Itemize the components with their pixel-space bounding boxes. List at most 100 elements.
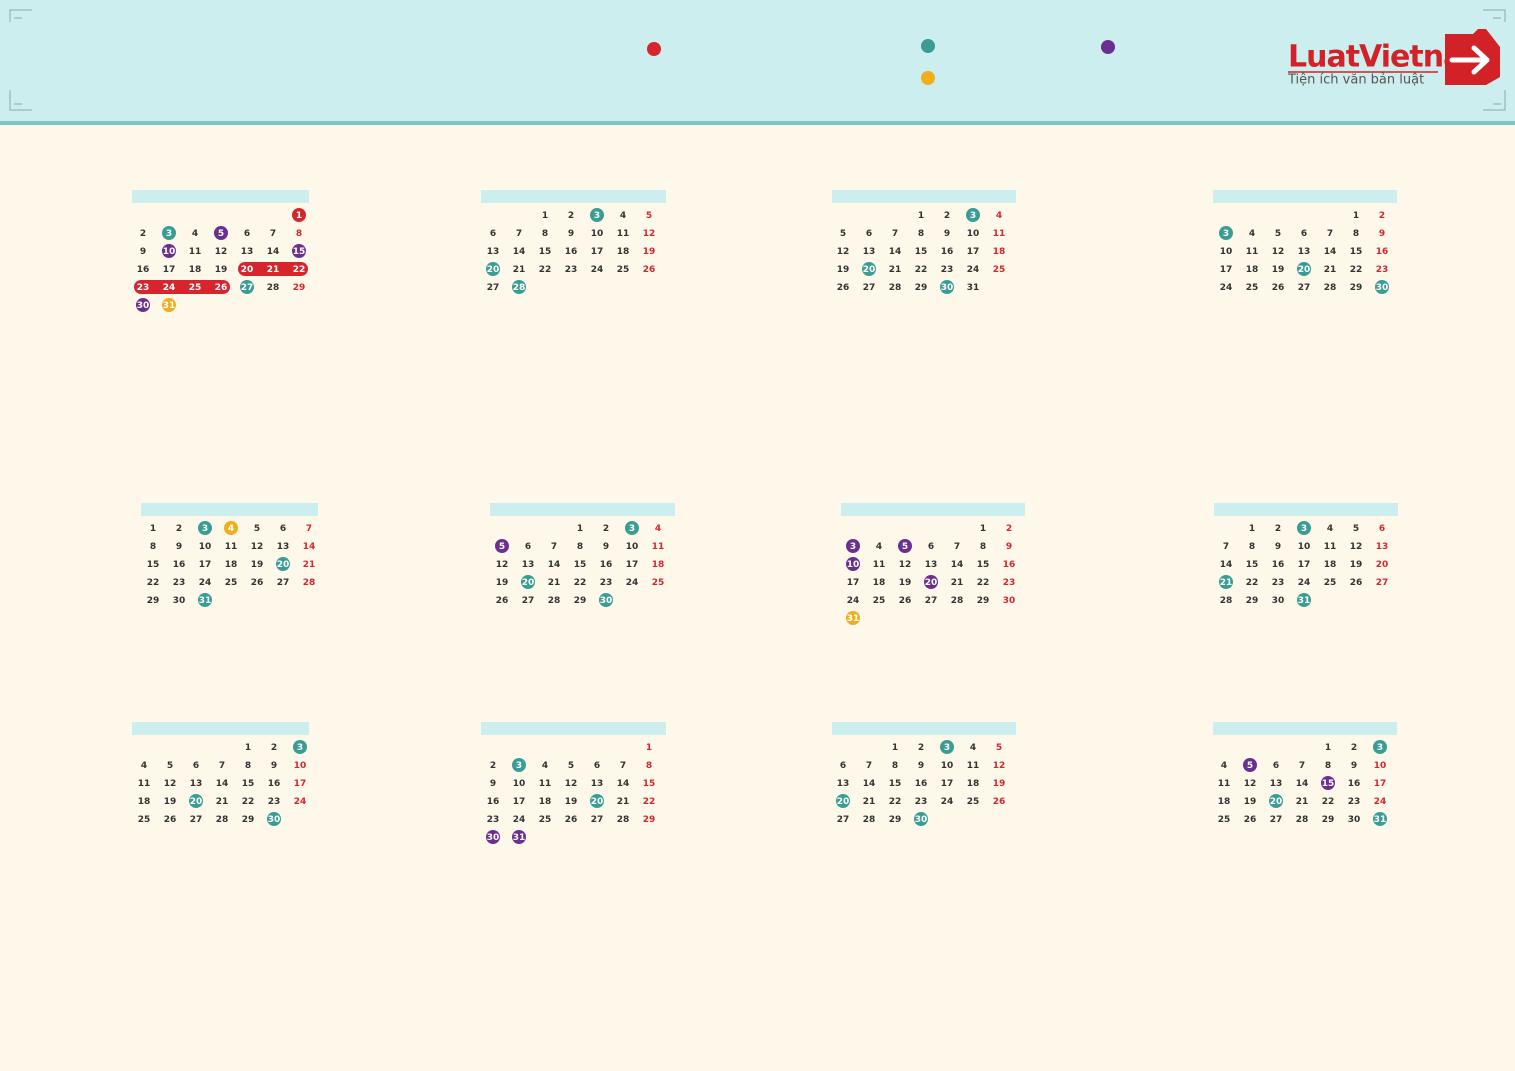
day-number: 18 [189, 265, 202, 275]
day-number: 14 [1220, 560, 1233, 570]
day-number: 6 [244, 229, 250, 239]
day-number: 31 [967, 283, 980, 293]
day-number: 13 [277, 542, 290, 552]
day-number: 11 [539, 779, 552, 789]
day-number: 10 [513, 779, 526, 789]
day-number: 9 [944, 229, 950, 239]
day-number: 29 [574, 596, 587, 606]
day-number: 6 [1379, 524, 1385, 534]
day-number: 20 [591, 797, 604, 807]
day-number: 19 [1350, 560, 1363, 570]
day-number: 11 [138, 779, 151, 789]
day-number: 4 [1249, 229, 1255, 239]
day-number: 16 [941, 247, 954, 257]
day-number: 13 [837, 779, 850, 789]
day-number: 8 [980, 542, 986, 552]
day-marker [966, 208, 980, 222]
day-marker [293, 740, 307, 754]
day-number: 1 [1353, 211, 1359, 221]
day-number: 26 [496, 596, 509, 606]
day-number: 22 [915, 265, 928, 275]
month-header-bar [132, 190, 309, 203]
day-marker [486, 262, 500, 276]
day-number: 1 [577, 524, 583, 534]
day-number: 19 [993, 779, 1006, 789]
day-number: 13 [522, 560, 535, 570]
day-number: 6 [193, 761, 199, 771]
legend-dot [647, 42, 661, 56]
day-number: 29 [643, 815, 656, 825]
day-number: 10 [1374, 761, 1387, 771]
day-marker [1219, 226, 1233, 240]
day-number: 1 [296, 211, 302, 221]
day-number: 12 [993, 761, 1006, 771]
day-number: 18 [617, 247, 630, 257]
day-number: 31 [847, 614, 860, 624]
day-number: 20 [487, 265, 500, 275]
day-number: 18 [539, 797, 552, 807]
day-number: 6 [1273, 761, 1279, 771]
day-number: 22 [147, 578, 160, 588]
day-number: 19 [215, 265, 228, 275]
day-number: 19 [899, 578, 912, 588]
logo-icon [1445, 29, 1500, 85]
logo-tagline: Tiện ích văn bản luật [1287, 73, 1424, 88]
day-number: 1 [646, 743, 652, 753]
day-number: 26 [215, 283, 228, 293]
day-number: 19 [164, 797, 177, 807]
day-number: 3 [1223, 229, 1229, 239]
day-number: 23 [1003, 578, 1016, 588]
day-number: 9 [603, 542, 609, 552]
month-header-bar [141, 503, 318, 516]
day-marker [1243, 758, 1257, 772]
day-number: 23 [941, 265, 954, 275]
day-number: 14 [951, 560, 964, 570]
month-header-bar [832, 190, 1016, 203]
day-number: 12 [251, 542, 264, 552]
day-number: 24 [1298, 578, 1311, 588]
day-number: 8 [577, 542, 583, 552]
day-number: 12 [164, 779, 177, 789]
day-number: 26 [643, 265, 656, 275]
header-band [0, 0, 1515, 122]
day-number: 15 [147, 560, 160, 570]
day-number: 4 [141, 761, 147, 771]
day-number: 25 [539, 815, 552, 825]
day-marker [846, 539, 860, 553]
day-number: 12 [899, 560, 912, 570]
day-number: 18 [1218, 797, 1231, 807]
month-header-bar [490, 503, 675, 516]
day-number: 26 [1272, 283, 1285, 293]
day-marker [198, 593, 212, 607]
day-number: 21 [617, 797, 630, 807]
day-number: 14 [1324, 247, 1337, 257]
day-marker [1321, 776, 1335, 790]
month-header-bar [1213, 190, 1397, 203]
day-number: 7 [551, 542, 557, 552]
day-number: 16 [268, 779, 281, 789]
day-marker [198, 521, 212, 535]
month-header-bar [481, 722, 666, 735]
day-number: 24 [163, 283, 176, 293]
day-number: 31 [1298, 596, 1311, 606]
day-number: 21 [216, 797, 229, 807]
day-number: 2 [1275, 524, 1281, 534]
day-number: 24 [626, 578, 639, 588]
day-number: 3 [516, 761, 522, 771]
day-number: 4 [228, 524, 234, 534]
day-number: 12 [1350, 542, 1363, 552]
day-number: 25 [225, 578, 238, 588]
day-number: 18 [1246, 265, 1259, 275]
day-number: 29 [242, 815, 255, 825]
day-number: 26 [899, 596, 912, 606]
day-number: 11 [967, 761, 980, 771]
day-number: 17 [163, 265, 176, 275]
day-marker [1297, 521, 1311, 535]
day-number: 10 [1298, 542, 1311, 552]
day-number: 27 [925, 596, 938, 606]
day-number: 14 [617, 779, 630, 789]
